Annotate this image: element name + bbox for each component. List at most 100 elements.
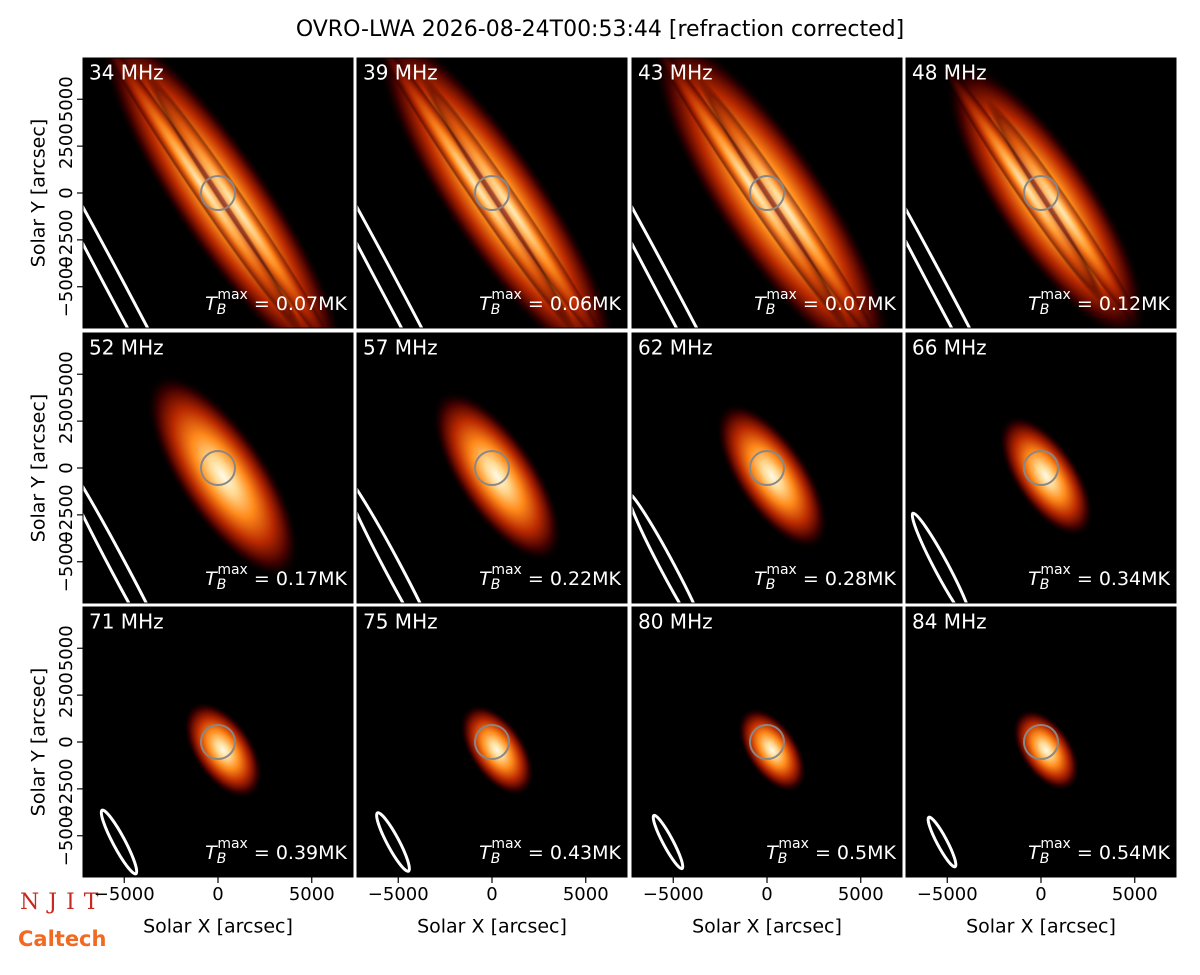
panel-frame (905, 57, 1177, 329)
y-tick-label: 0 (56, 736, 77, 747)
x-axis-label: Solar X [arcsec] (966, 916, 1116, 938)
annotation-part: = 0.22MK (522, 568, 622, 590)
panel (357, 607, 627, 877)
panel (357, 58, 627, 328)
panel (632, 58, 902, 328)
y-tick-label: −2500 (56, 484, 77, 545)
annotation: TBmax = 0.28MK (754, 562, 896, 593)
panel-title: 39 MHz (363, 61, 438, 85)
annotation: TBmax = 0.39MK (205, 836, 347, 867)
beam (910, 511, 974, 603)
panel-title: 43 MHz (638, 61, 713, 85)
annotation-part: B (1040, 851, 1050, 867)
annotation: TBmax = 0.07MK (754, 287, 896, 318)
annotation-part: T (479, 568, 492, 590)
solar-disk (749, 724, 785, 760)
panel-title: 66 MHz (912, 336, 987, 360)
panel-title: 57 MHz (363, 336, 438, 360)
emission (146, 373, 300, 579)
annotation-part: max (1040, 287, 1071, 303)
annotation: TBmax = 0.22MK (479, 562, 621, 593)
annotation-part: T (205, 568, 218, 590)
panel-title: 84 MHz (912, 610, 987, 634)
panel (906, 333, 1176, 603)
panel (632, 607, 902, 877)
y-tick-label: 2500 (56, 398, 77, 444)
annotation-part: = 0.06MK (522, 293, 622, 315)
annotation-part: = 0.07MK (248, 293, 348, 315)
annotation-part: max (491, 562, 522, 578)
x-axis-label: Solar X [arcsec] (692, 916, 842, 938)
annotation-part: T (1028, 568, 1041, 590)
panel-frame (905, 332, 1177, 604)
emission-streak (985, 98, 1145, 328)
solar-disk (200, 175, 236, 211)
y-tick-label: 2500 (56, 123, 77, 169)
x-tick-label: −5000 (368, 884, 429, 905)
annotation-part: max (217, 562, 248, 578)
annotation-part: B (217, 851, 227, 867)
annotation-part: = 0.17MK (248, 568, 348, 590)
annotation-part: B (491, 851, 501, 867)
annotation-part: B (491, 302, 501, 318)
y-axis-label: Solar Y [arcsec] (28, 668, 50, 816)
panel (83, 333, 353, 603)
annotation-part: = 0.43MK (522, 842, 622, 864)
annotation-part: max (778, 836, 809, 852)
solar-disk (749, 450, 785, 486)
emission (431, 390, 563, 562)
annotation: TBmax = 0.54MK (1028, 836, 1170, 867)
annotation-part: max (766, 562, 797, 578)
annotation-part: B (766, 302, 776, 318)
solar-disk (200, 724, 236, 760)
emission-streak (939, 59, 1107, 307)
x-tick-label: 0 (761, 884, 772, 905)
annotation-part: = 0.12MK (1071, 293, 1171, 315)
y-tick-label: −5000 (56, 531, 77, 592)
panel-title: 71 MHz (89, 610, 164, 634)
annotation-part: max (766, 287, 797, 303)
annotation-part: = 0.34MK (1071, 568, 1171, 590)
beam (906, 88, 1052, 328)
emission (183, 701, 263, 799)
emission-streak (695, 73, 887, 328)
emission (715, 402, 829, 550)
y-tick-label: 5000 (56, 625, 77, 671)
x-tick-label: −5000 (643, 884, 704, 905)
annotation-part: = 0.39MK (248, 842, 348, 864)
annotation: TBmax = 0.06MK (479, 287, 621, 318)
annotation: TBmax = 0.34MK (1028, 562, 1170, 593)
y-tick-label: 5000 (56, 76, 77, 122)
x-tick-label: 5000 (289, 884, 335, 905)
x-tick-label: 5000 (1112, 884, 1158, 905)
annotation-part: max (1040, 836, 1071, 852)
annotation-part: T (1028, 842, 1041, 864)
y-tick-label: −5000 (56, 256, 77, 317)
figure-title: OVRO-LWA 2026-08-24T00:53:44 [refraction… (296, 17, 904, 42)
y-axis-label: Solar Y [arcsec] (28, 119, 50, 267)
logo-caltech: Caltech (18, 927, 106, 951)
emission-streak (93, 58, 307, 328)
y-tick-label: −2500 (56, 209, 77, 270)
x-tick-label: 0 (212, 884, 223, 905)
x-tick-label: 5000 (563, 884, 609, 905)
annotation-part: B (778, 851, 788, 867)
panel-frame (631, 332, 903, 604)
annotation-part: B (217, 577, 227, 593)
annotation: TBmax = 0.5MK (766, 836, 896, 867)
beam (357, 61, 517, 328)
emission-streak (647, 58, 851, 328)
solar-disk (474, 450, 510, 486)
annotation-part: B (1040, 577, 1050, 593)
y-tick-label: 0 (56, 187, 77, 198)
beam (83, 58, 248, 328)
emission (998, 415, 1094, 537)
y-tick-label: −2500 (56, 758, 77, 819)
annotation: TBmax = 0.07MK (205, 287, 347, 318)
y-tick-label: −5000 (56, 805, 77, 866)
x-tick-label: 0 (486, 884, 497, 905)
annotation-part: T (205, 842, 218, 864)
emission-streak (370, 58, 578, 328)
annotation-part: T (205, 293, 218, 315)
